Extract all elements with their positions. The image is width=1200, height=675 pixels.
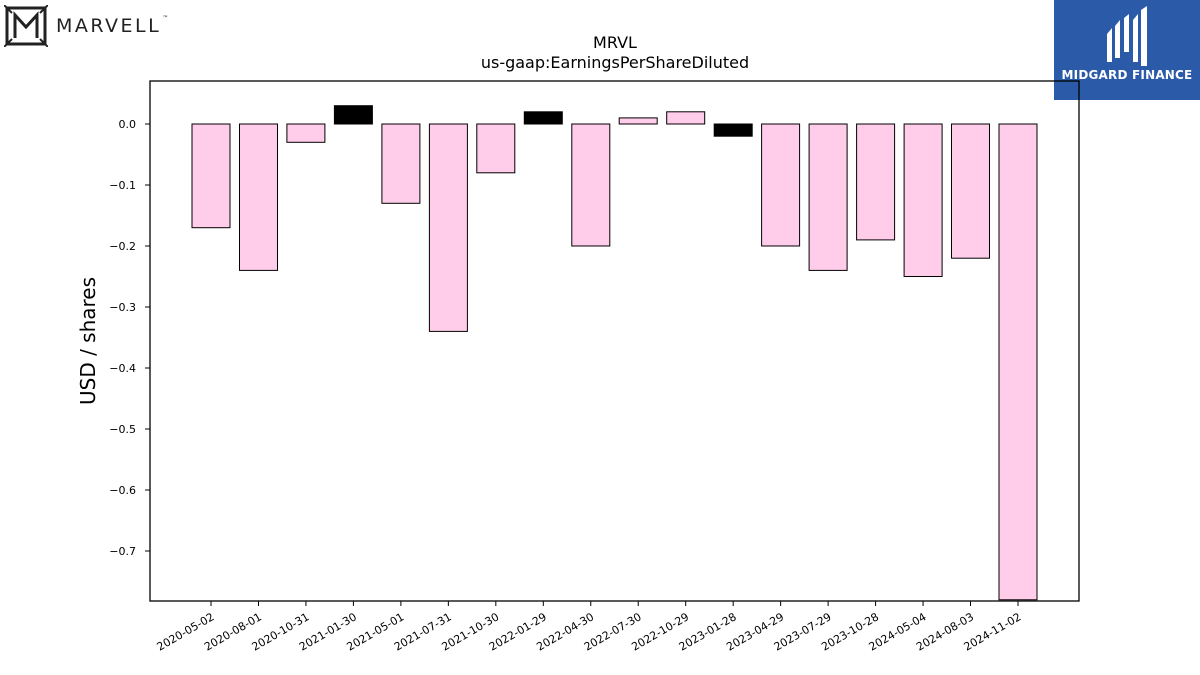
chart-title: MRVL [593,33,637,52]
y-axis-label: USD / shares [76,277,100,405]
bar-2022-04-30 [571,123,611,247]
plot-frame [149,80,1080,602]
y-tick-label: 0.0 [119,118,137,131]
bar-2024-08-03 [951,123,990,259]
midgard-finance-logo: MIDGARD FINANCE [1054,0,1200,100]
bars-group [191,105,1038,601]
marvell-wordmark: MARVELL™ [56,15,171,37]
bar-2021-07-31 [428,123,468,332]
bar-2022-01-29 [523,111,563,125]
y-tick-label: −0.6 [109,484,136,497]
bar-2021-05-01 [381,123,421,204]
bar-2020-10-31 [286,123,326,143]
bar-2023-04-29 [761,123,801,247]
y-tick-label: −0.1 [109,179,136,192]
y-tick-label: −0.2 [109,240,136,253]
bar-2021-10-30 [476,123,516,174]
marvell-logo: MARVELL™ [4,5,171,47]
chart-subtitle: us-gaap:EarningsPerShareDiluted [481,53,749,72]
bar-2020-08-01 [239,123,278,271]
bar-2024-11-02 [998,123,1038,601]
bar-2023-10-28 [856,123,896,241]
x-ticks-group: 2020-05-022020-08-012020-10-312021-01-30… [155,601,1024,654]
bar-2022-07-30 [618,117,658,125]
bar-2023-01-28 [713,123,753,137]
midgard-mark-icon [1107,6,1147,66]
y-tick-label: −0.4 [109,362,136,375]
bar-2021-01-30 [333,105,373,125]
marvell-m-icon [4,5,48,47]
y-ticks-group: 0.0 −0.1 −0.2 −0.3 −0.4 −0.5 −0.6 −0.7 [109,118,150,558]
midgard-brand-text: MIDGARD FINANCE [1061,68,1193,82]
bar-2023-07-29 [808,123,848,271]
bar-2024-05-04 [903,123,943,277]
y-tick-label: −0.3 [109,301,136,314]
bar-2022-10-29 [666,111,706,125]
y-tick-label: −0.5 [109,423,136,436]
bar-2020-05-02 [191,123,231,229]
y-tick-label: −0.7 [109,545,136,558]
